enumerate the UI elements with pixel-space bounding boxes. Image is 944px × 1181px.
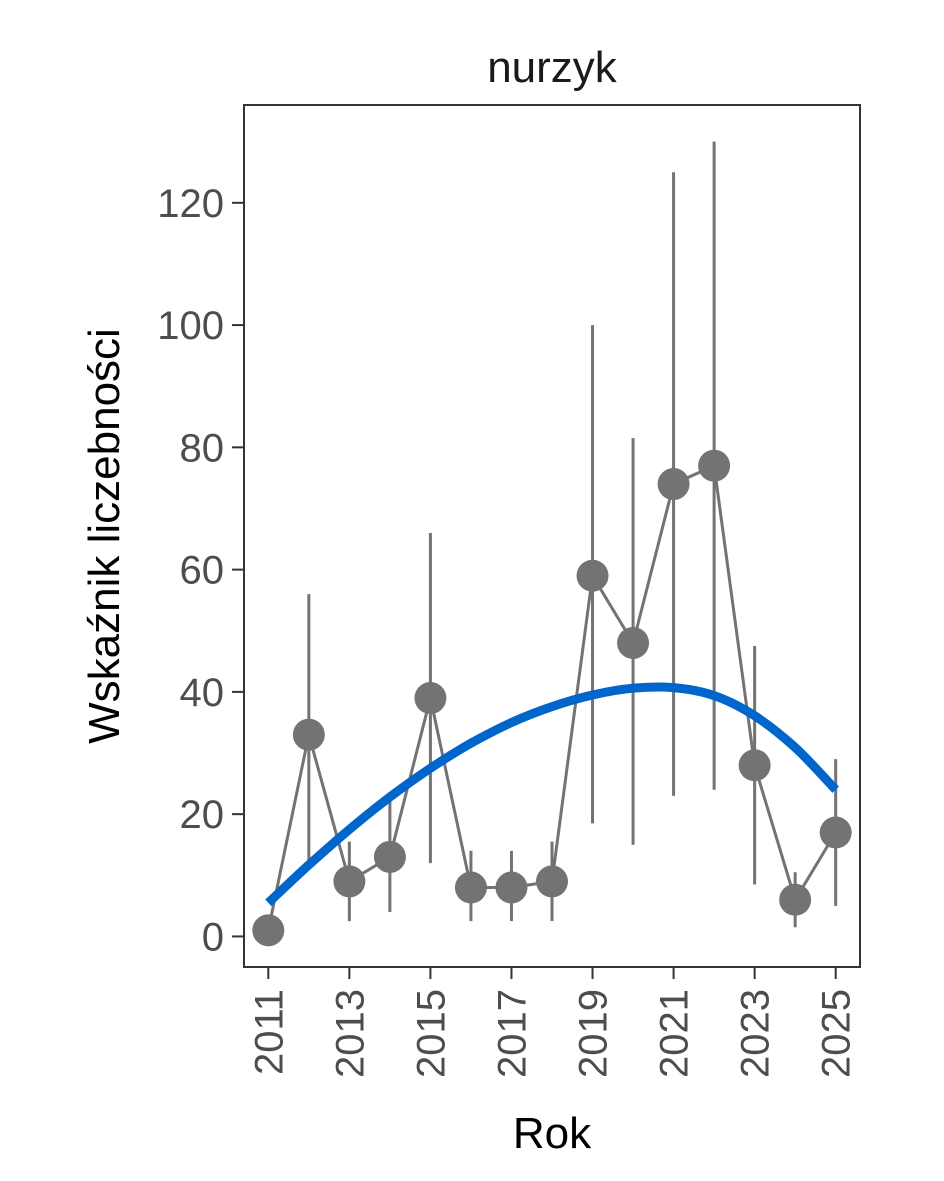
data-point	[495, 871, 528, 904]
data-point	[738, 749, 771, 782]
x-tick-label: 2011	[247, 989, 291, 1075]
x-tick-label: 2023	[734, 989, 778, 1078]
data-points	[252, 449, 852, 947]
data-point	[576, 559, 609, 592]
data-point	[617, 626, 650, 659]
y-axis: 0 20 40 60 80 100 120	[157, 182, 244, 959]
y-tick-label: 100	[157, 304, 224, 348]
data-point	[373, 840, 406, 873]
x-tick-label: 2015	[409, 989, 453, 1078]
data-point	[536, 865, 568, 898]
x-tick-label: 2025	[815, 989, 859, 1078]
y-tick-label: 20	[180, 793, 225, 837]
data-point	[333, 865, 366, 898]
x-tick-label: 2021	[653, 989, 697, 1078]
data-point	[819, 816, 852, 849]
y-axis-title: Wskaźnik liczebności	[80, 328, 129, 744]
y-tick-label: 0	[202, 915, 224, 959]
data-point	[657, 468, 690, 501]
data-point	[454, 871, 487, 904]
x-axis: 2011 2013 2015 2017 2019 2021 2023 2025	[247, 967, 859, 1078]
trend-line	[265, 682, 839, 907]
y-tick-label: 80	[180, 426, 225, 470]
chart-title: nurzyk	[487, 43, 618, 92]
x-tick-label: 2019	[572, 989, 616, 1078]
x-axis-title: Rok	[513, 1109, 592, 1158]
x-tick-label: 2013	[328, 989, 372, 1078]
data-point	[414, 682, 447, 715]
y-tick-label: 40	[180, 671, 225, 715]
y-tick-label: 60	[180, 549, 225, 593]
data-point	[779, 883, 812, 916]
data-point	[252, 914, 285, 947]
x-tick-label: 2017	[490, 989, 534, 1078]
y-tick-label: 120	[157, 182, 224, 226]
data-point	[698, 449, 731, 482]
data-point	[292, 718, 325, 751]
plot-panel	[243, 104, 861, 968]
